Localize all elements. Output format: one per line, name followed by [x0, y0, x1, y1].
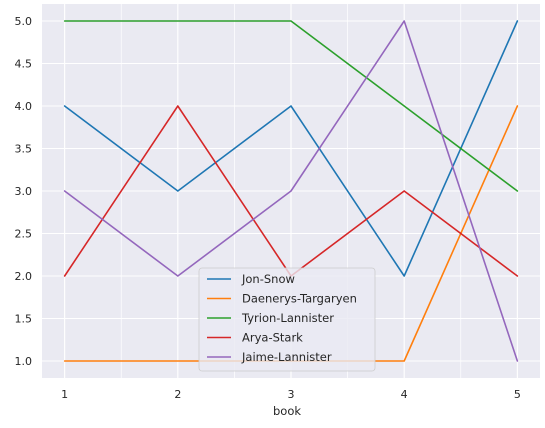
x-tick-labels: 1 2 3 4 5 [61, 388, 521, 401]
x-tick-label: 5 [514, 388, 521, 401]
legend-box [198, 267, 376, 372]
y-tick-label: 1.5 [15, 313, 33, 326]
y-tick-label: 2.0 [15, 270, 33, 283]
series-line-jaime-lannister [63, 20, 519, 362]
legend-label: Jaime-Lannister [241, 350, 332, 364]
x-axis-label: book [273, 404, 301, 418]
legend-entry: Daenerys-Targaryen [207, 292, 357, 306]
legend: Jon-Snow Daenerys-Targaryen Tyrion-Lannist… [198, 267, 376, 372]
y-tick-label: 4.5 [15, 58, 33, 71]
legend-label: Jon-Snow [241, 272, 295, 286]
x-tick-label: 4 [401, 388, 408, 401]
y-tick-labels: 1.0 1.5 2.0 2.5 3.0 3.5 4.0 4.5 5.0 [15, 15, 33, 368]
y-tick-label: 4.0 [15, 100, 33, 113]
y-tick-label: 3.5 [15, 143, 33, 156]
x-tick-label: 3 [288, 388, 295, 401]
y-tick-label: 5.0 [15, 15, 33, 28]
legend-label: Arya-Stark [242, 331, 303, 345]
legend-label: Tyrion-Lannister [241, 311, 334, 325]
y-tick-label: 2.5 [15, 228, 33, 241]
y-tick-label: 1.0 [15, 355, 33, 368]
y-tick-label: 3.0 [15, 185, 33, 198]
legend-entry: Tyrion-Lannister [207, 311, 334, 325]
x-tick-label: 2 [174, 388, 181, 401]
legend-entry: Arya-Stark [207, 331, 303, 345]
legend-entry: Jaime-Lannister [207, 350, 332, 364]
legend-label: Daenerys-Targaryen [242, 292, 357, 306]
legend-entry: Jon-Snow [207, 272, 295, 286]
x-tick-label: 1 [61, 388, 68, 401]
